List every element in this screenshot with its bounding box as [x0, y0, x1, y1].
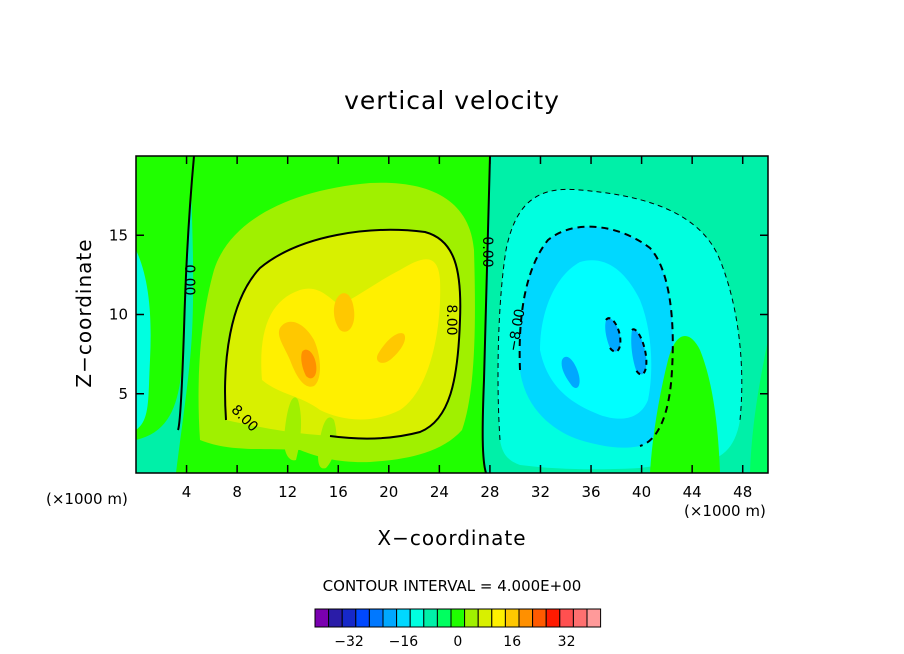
colorbar-swatch [436, 608, 452, 628]
chart-title: vertical velocity [344, 86, 560, 115]
contour-m4-line [497, 188, 743, 441]
colorbar-tick-label: −16 [389, 634, 419, 650]
colorbar-swatch [409, 608, 425, 628]
x-tick-marks: 4 8 12 16 20 24 28 32 36 40 44 48 [182, 156, 752, 501]
colorbar-swatch [423, 608, 438, 628]
x-tick-label: 36 [581, 483, 600, 501]
colorbar-swatch [491, 608, 506, 628]
x-tick-label: 24 [430, 483, 449, 501]
colorbar-swatch [450, 608, 466, 628]
colorbar-swatch [464, 608, 479, 628]
x-tick-label: 8 [232, 483, 242, 501]
x-tick-label: 40 [632, 483, 651, 501]
colorbar-tick-label: 16 [503, 634, 521, 650]
updraft-level-20-c [376, 333, 406, 363]
colorbar: −32 −16 0 16 32 [314, 608, 602, 650]
colorbar-tick-label: 0 [453, 634, 462, 650]
x-unit-label-left: (×1000 m) [46, 490, 128, 508]
zero-contour-right [481, 156, 491, 473]
colorbar-swatch [532, 608, 547, 628]
x-tick-label: 12 [278, 483, 297, 501]
x-tick-label: 16 [329, 483, 348, 501]
x-tick-label: 44 [683, 483, 702, 501]
updraft-level-20-b [333, 293, 355, 332]
lower-lobes [284, 397, 337, 469]
contour-field [136, 156, 768, 473]
left-edge-negative [136, 250, 151, 430]
colorbar-swatch [328, 608, 343, 628]
colorbar-swatch [559, 608, 574, 628]
y-axis-label: Z−coordinate [72, 238, 96, 388]
colorbar-swatch [477, 608, 493, 628]
x-axis-label: X−coordinate [377, 526, 527, 550]
contour-lines [177, 156, 743, 473]
colorbar-tick-label: 32 [558, 634, 576, 650]
contour-interval-text: CONTOUR INTERVAL = 4.000E+00 [322, 577, 582, 595]
x-tick-label: 48 [733, 483, 752, 501]
contour-8-line [224, 228, 462, 440]
contour-label: 8.00 [443, 304, 459, 335]
x-tick-label: 20 [379, 483, 398, 501]
contour-label: 0.00 [479, 236, 495, 267]
y-tick-label: 10 [109, 306, 128, 324]
colorbar-swatch [368, 608, 384, 628]
y-tick-label: 5 [118, 385, 128, 403]
x-tick-label: 32 [531, 483, 550, 501]
colorbar-swatch [314, 608, 330, 628]
x-unit-label-right: (×1000 m) [684, 502, 766, 520]
colorbar-swatch [545, 608, 561, 628]
colorbar-swatch [586, 608, 602, 628]
updraft-level-24 [301, 349, 317, 379]
downdraft-level-m16-a [561, 356, 580, 389]
colorbar-swatch [518, 608, 534, 628]
colorbar-swatch [396, 608, 411, 628]
y-tick-label: 15 [109, 226, 128, 244]
x-tick-label: 28 [480, 483, 499, 501]
colorbar-swatch [382, 608, 398, 628]
colorbar-swatch [355, 608, 370, 628]
left-band-level-4 [136, 156, 196, 440]
contour-label: −8.00 [505, 308, 528, 353]
colorbar-tick-label: −32 [334, 634, 364, 650]
colorbar-swatch [341, 608, 357, 628]
contour-m16-line [605, 317, 648, 376]
colorbar-swatch [504, 608, 520, 628]
downdraft-level-m16-b [605, 318, 647, 375]
zero-contour-left [177, 156, 195, 431]
contour-m8-line [518, 225, 674, 447]
x-tick-label: 4 [182, 483, 192, 501]
colorbar-swatch [572, 608, 588, 628]
contour-label: 0.00 [181, 264, 197, 295]
lower-right-positive [650, 336, 720, 473]
y-tick-marks: 5 10 15 [109, 226, 768, 403]
